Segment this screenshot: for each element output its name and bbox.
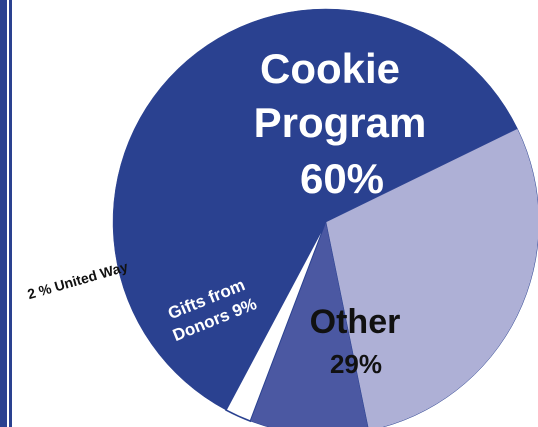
other-label: Other: [310, 303, 401, 341]
united-way-label-group: 2 % United Way: [26, 258, 130, 302]
pie-slices: [112, 8, 538, 427]
other-percent-label: 29%: [330, 349, 382, 379]
left-border-outer: [0, 0, 7, 427]
united-way-label: 2 % United Way: [26, 258, 130, 302]
left-border-inner: [9, 0, 12, 427]
slice-gifts-from-donors: [250, 221, 369, 427]
cookie-label-line2: Program: [254, 99, 427, 146]
cookie-label-line1: Cookie: [260, 45, 400, 92]
slice-cookie-program: [112, 8, 518, 411]
cookie-percent-label: 60%: [300, 155, 384, 202]
slice-other: [325, 128, 538, 427]
